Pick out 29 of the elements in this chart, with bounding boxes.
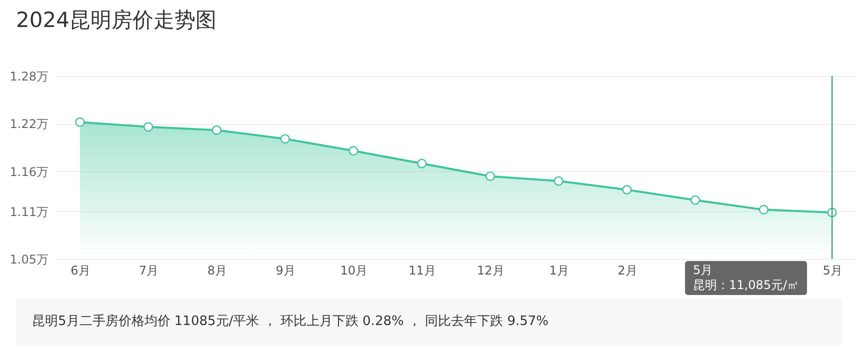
x-tick-label: 12月 (477, 264, 504, 278)
x-tick-label: 11月 (408, 264, 436, 278)
point (280, 134, 290, 144)
point (622, 185, 632, 195)
point (212, 125, 222, 135)
point (690, 195, 700, 205)
text: 昆明：11,085元/㎡ (693, 278, 800, 293)
y-tick-label: 1.16万 (10, 164, 48, 179)
point (75, 117, 85, 127)
y-tick-label: 1.11万 (10, 204, 48, 219)
point (144, 122, 154, 132)
y-tick-label: 1.28万 (10, 70, 48, 84)
x-tick-label: 8月 (207, 264, 228, 278)
point (348, 146, 358, 156)
x-tick-label: 1月 (549, 264, 569, 278)
point (485, 171, 495, 182)
x-tick-label: 6月 (70, 264, 90, 278)
x-tick-label: 7月 (138, 264, 159, 278)
point (554, 176, 564, 186)
x-tick-label: 10月 (340, 264, 368, 278)
y-tick-label: 1.22万 (10, 117, 48, 132)
chart-title: 2024昆明房价走势图 (16, 7, 216, 34)
point (417, 158, 427, 168)
x-tick-label: 9月 (276, 264, 296, 278)
y-tick-label: 1.05万 (10, 252, 48, 266)
x-tick-label: 2月 (618, 264, 638, 278)
text: 昆明5月二手房价格均价 11085元/平米 ， 环比上月下跌 0.28% ， 同比去年下跌 9.57% (16, 299, 842, 345)
point (758, 204, 768, 214)
x-tick-label: 5月 (822, 264, 842, 278)
